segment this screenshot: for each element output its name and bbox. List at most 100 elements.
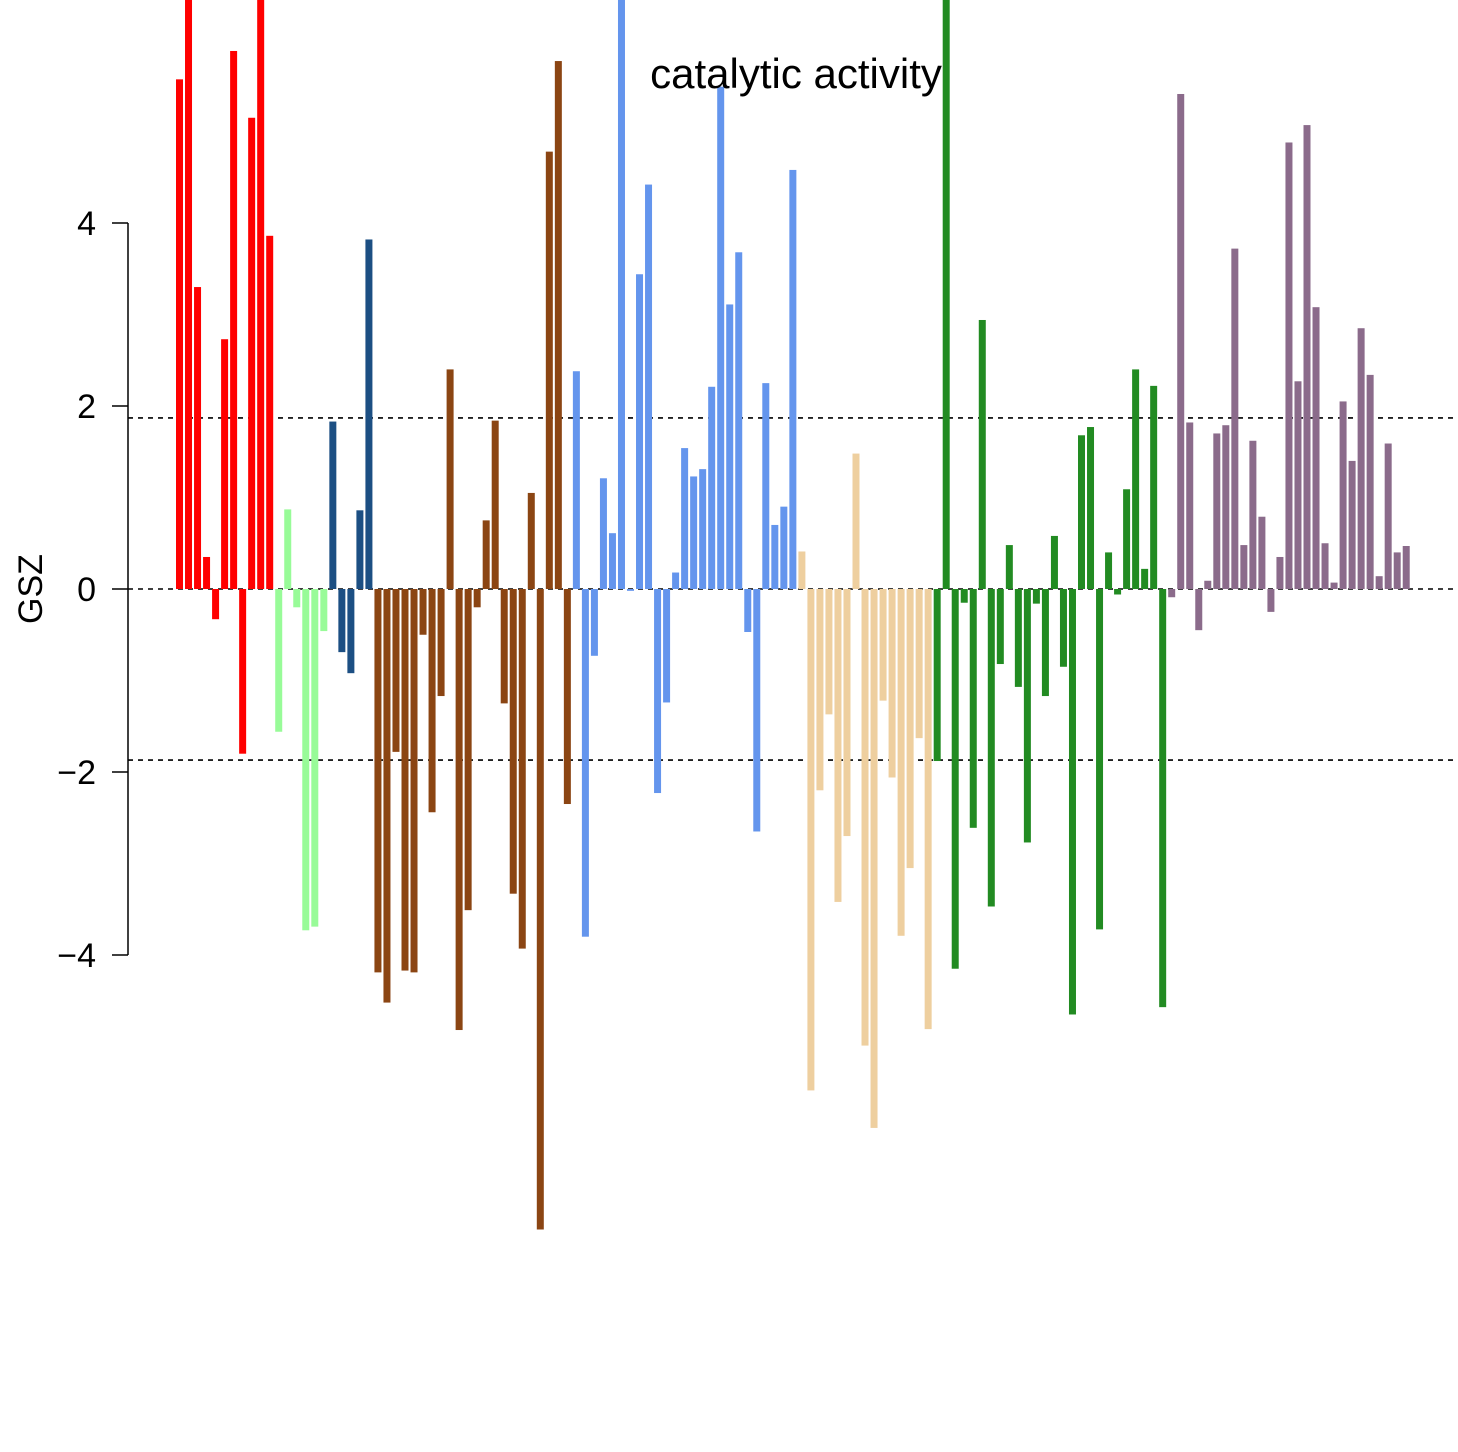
- bar: [563, 589, 571, 805]
- bar: [617, 0, 625, 589]
- bar: [356, 510, 364, 589]
- bar: [266, 235, 274, 589]
- chart-title: catalytic activity: [650, 50, 942, 97]
- y-axis-label: GSZ: [12, 554, 50, 624]
- bar: [536, 589, 544, 1230]
- bar: [338, 589, 346, 653]
- bar: [293, 589, 301, 608]
- bar: [320, 589, 328, 632]
- bar: [581, 589, 589, 937]
- bar: [419, 589, 427, 635]
- bar: [1014, 589, 1022, 687]
- bar: [1366, 374, 1374, 589]
- bar: [491, 420, 499, 589]
- bar: [203, 556, 211, 589]
- bar: [1105, 552, 1113, 589]
- bar: [1249, 440, 1257, 589]
- bar: [257, 0, 265, 589]
- bar: [852, 453, 860, 589]
- bar: [1168, 589, 1176, 598]
- bar: [996, 589, 1004, 665]
- bar: [762, 383, 770, 590]
- bar: [1204, 580, 1212, 589]
- bar: [1032, 589, 1040, 604]
- bar: [509, 589, 517, 894]
- bar: [500, 589, 508, 704]
- bar: [1231, 248, 1239, 589]
- bar: [1285, 142, 1293, 590]
- bar: [1339, 401, 1347, 589]
- bar: [464, 589, 472, 911]
- bar: [230, 50, 238, 590]
- bar: [1123, 489, 1131, 589]
- bars: [176, 0, 1410, 1230]
- bar: [572, 371, 580, 589]
- bar: [978, 319, 986, 589]
- bar: [599, 478, 607, 589]
- bar: [1177, 93, 1185, 590]
- y-tick-label: 4: [77, 205, 96, 243]
- bar: [1195, 589, 1203, 631]
- bar: [1132, 369, 1140, 589]
- bar: [1150, 385, 1158, 589]
- bar: [843, 589, 851, 837]
- bar: [194, 287, 202, 589]
- bar: [1141, 568, 1149, 589]
- bar: [834, 589, 842, 902]
- bar: [1114, 589, 1122, 595]
- bar: [365, 239, 373, 589]
- bar: [401, 589, 409, 971]
- bar: [1321, 543, 1329, 589]
- bar: [861, 589, 869, 1046]
- bar: [1068, 589, 1076, 1015]
- bar: [311, 589, 319, 927]
- bar: [924, 589, 932, 1030]
- bar: [879, 589, 887, 701]
- bar: [1041, 589, 1049, 697]
- bar: [717, 86, 725, 589]
- bar: [771, 524, 779, 589]
- bar: [248, 117, 256, 590]
- bar: [960, 589, 968, 603]
- bar: [654, 589, 662, 794]
- bar: [275, 589, 283, 732]
- bar: [392, 589, 400, 752]
- bar: [302, 589, 310, 931]
- bar: [545, 151, 553, 589]
- bar: [1186, 422, 1194, 589]
- bar: [329, 421, 337, 589]
- bar: [527, 492, 535, 589]
- bar: [1258, 516, 1266, 589]
- bar: [374, 589, 382, 973]
- bar: [780, 506, 788, 589]
- bar: [735, 252, 743, 589]
- bar: [446, 369, 454, 589]
- bar: [636, 274, 644, 589]
- bar: [672, 572, 680, 589]
- bar: [518, 589, 526, 949]
- bar: [239, 589, 247, 754]
- bar: [1303, 125, 1311, 589]
- bar: [789, 169, 797, 589]
- bar: [284, 509, 292, 589]
- bar: [383, 589, 391, 1003]
- bar: [473, 589, 481, 608]
- bar: [825, 589, 833, 715]
- bar: [410, 589, 418, 973]
- bar: [807, 589, 815, 1091]
- bar: [888, 589, 896, 778]
- bar: [1294, 381, 1302, 589]
- bar: [482, 520, 490, 590]
- bar: [1213, 433, 1221, 589]
- bar: [1330, 582, 1338, 589]
- bar: [1050, 535, 1058, 589]
- bar: [1023, 589, 1031, 843]
- bar: [1240, 545, 1248, 589]
- y-tick-label: 0: [77, 571, 96, 609]
- bar: [608, 533, 616, 589]
- bar: [942, 0, 950, 589]
- bar: [969, 589, 977, 828]
- bar: [951, 589, 959, 969]
- bar: [681, 448, 689, 589]
